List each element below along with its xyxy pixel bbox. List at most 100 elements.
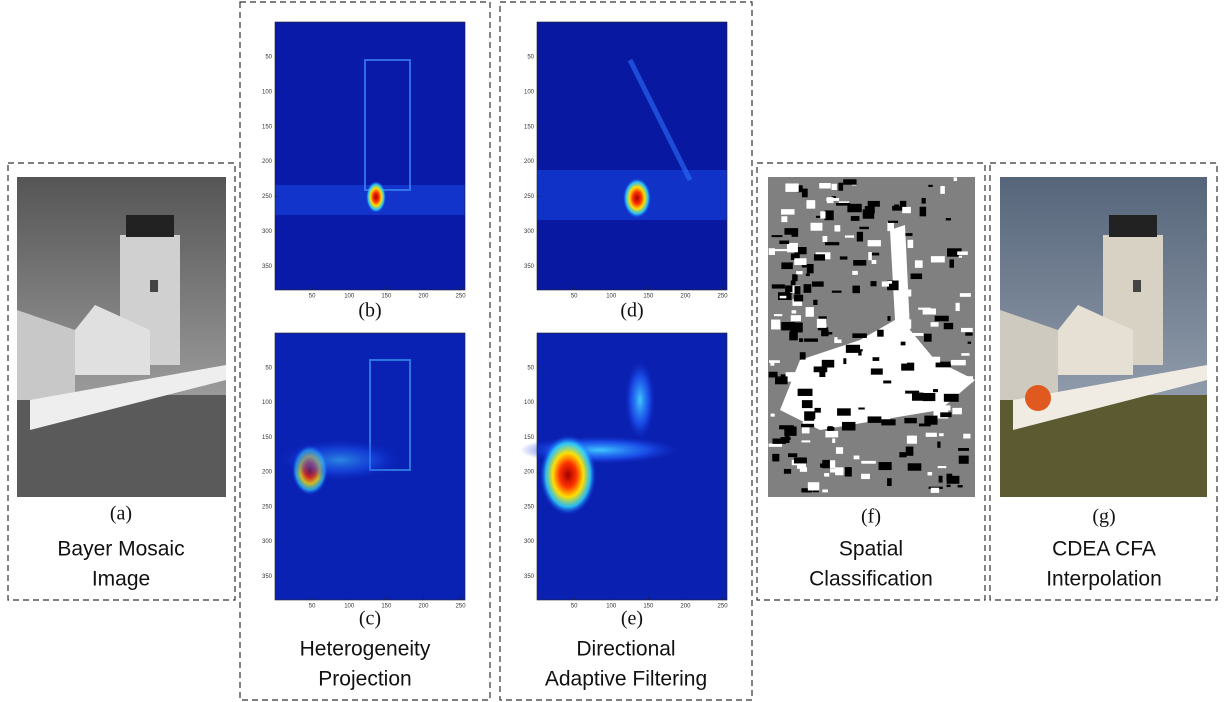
speckle xyxy=(892,206,902,211)
speckle xyxy=(781,262,792,269)
x-tick-label: 150 xyxy=(643,294,654,300)
speckle xyxy=(954,177,957,181)
y-tick-label: 350 xyxy=(524,264,535,270)
speckle xyxy=(926,433,937,437)
speckle xyxy=(939,433,944,436)
speckle xyxy=(792,310,797,313)
x-tick-label: 100 xyxy=(344,294,355,300)
speckle xyxy=(798,389,813,396)
speckle xyxy=(899,452,906,457)
speckle xyxy=(806,274,810,277)
speckle xyxy=(843,358,846,364)
speckle xyxy=(928,185,932,187)
panel-label: (d) xyxy=(620,300,643,322)
speckle xyxy=(812,281,824,286)
y-tick-label: 300 xyxy=(524,229,535,235)
y-tick-label: 300 xyxy=(262,539,273,545)
speckle xyxy=(907,436,917,444)
caption: Image xyxy=(92,568,150,591)
speckle xyxy=(840,256,848,259)
speckle xyxy=(770,360,774,365)
speckle xyxy=(887,222,894,232)
speckle xyxy=(868,201,880,207)
speckle xyxy=(781,322,795,330)
speckle xyxy=(835,400,847,404)
speckle xyxy=(957,251,968,255)
speckle xyxy=(799,338,803,342)
speckle xyxy=(920,207,927,217)
x-tick-label: 100 xyxy=(606,294,617,300)
speckle xyxy=(802,189,808,198)
speckle xyxy=(940,186,945,194)
speckle xyxy=(822,489,828,492)
speckle xyxy=(888,221,898,223)
y-tick-label: 150 xyxy=(262,124,273,130)
speckle xyxy=(820,211,825,218)
speckle xyxy=(771,414,775,417)
speckle xyxy=(922,198,926,204)
speckle xyxy=(944,323,953,329)
speckle xyxy=(774,314,782,316)
speckle xyxy=(781,216,787,222)
speckle xyxy=(961,353,969,356)
x-tick-label: 200 xyxy=(680,294,691,300)
speckle xyxy=(912,333,923,336)
speckle xyxy=(781,209,795,214)
y-tick-label: 100 xyxy=(262,400,273,406)
speckle xyxy=(780,296,787,299)
speckle xyxy=(928,472,933,475)
speckle xyxy=(933,389,938,392)
speckle xyxy=(902,335,906,341)
speckle xyxy=(868,416,882,422)
speckle xyxy=(796,271,803,274)
speckle xyxy=(872,260,877,264)
speckle xyxy=(902,207,911,213)
caption: Projection xyxy=(318,668,411,691)
speckle xyxy=(820,463,826,467)
speckle xyxy=(772,235,783,237)
speckle xyxy=(792,274,797,281)
speckle xyxy=(772,284,785,288)
figure: (a) Bayer Mosaic Image (b) (c) Heterogen… xyxy=(0,0,1226,702)
speckle xyxy=(800,352,806,359)
x-tick-label: 50 xyxy=(571,294,578,300)
speckle xyxy=(772,439,785,444)
speckle xyxy=(832,291,842,293)
y-tick-label: 50 xyxy=(527,365,534,371)
speckle xyxy=(794,295,803,302)
speckle xyxy=(853,260,866,266)
speckle xyxy=(868,252,872,260)
speckle xyxy=(852,393,856,395)
speckle xyxy=(931,488,939,493)
heatmap-d xyxy=(537,22,727,290)
speckle xyxy=(775,376,788,384)
x-tick-label: 50 xyxy=(309,604,316,610)
y-tick-label: 350 xyxy=(524,574,535,580)
speckle xyxy=(946,218,951,220)
speckle xyxy=(792,234,799,237)
x-tick-label: 200 xyxy=(680,604,691,610)
speckle xyxy=(822,360,834,368)
y-tick-label: 250 xyxy=(524,194,535,200)
speckle xyxy=(806,200,815,209)
speckle xyxy=(937,442,940,448)
speckle xyxy=(870,281,876,286)
speckle xyxy=(836,447,843,454)
speckle xyxy=(960,293,971,297)
speckle xyxy=(887,478,892,486)
speckle xyxy=(834,339,841,343)
speckle xyxy=(795,286,801,294)
y-tick-label: 250 xyxy=(262,194,273,200)
classification-image xyxy=(768,177,975,497)
speckle xyxy=(857,232,863,242)
speckle xyxy=(905,391,919,394)
y-tick-label: 250 xyxy=(524,504,535,510)
interpolated-image xyxy=(1000,177,1207,497)
speckle xyxy=(804,338,818,341)
speckle xyxy=(846,345,860,353)
speckle xyxy=(904,418,916,423)
speckle xyxy=(883,380,891,383)
panel-label: (e) xyxy=(621,608,643,630)
speckle xyxy=(856,389,860,393)
speckle xyxy=(815,408,821,413)
